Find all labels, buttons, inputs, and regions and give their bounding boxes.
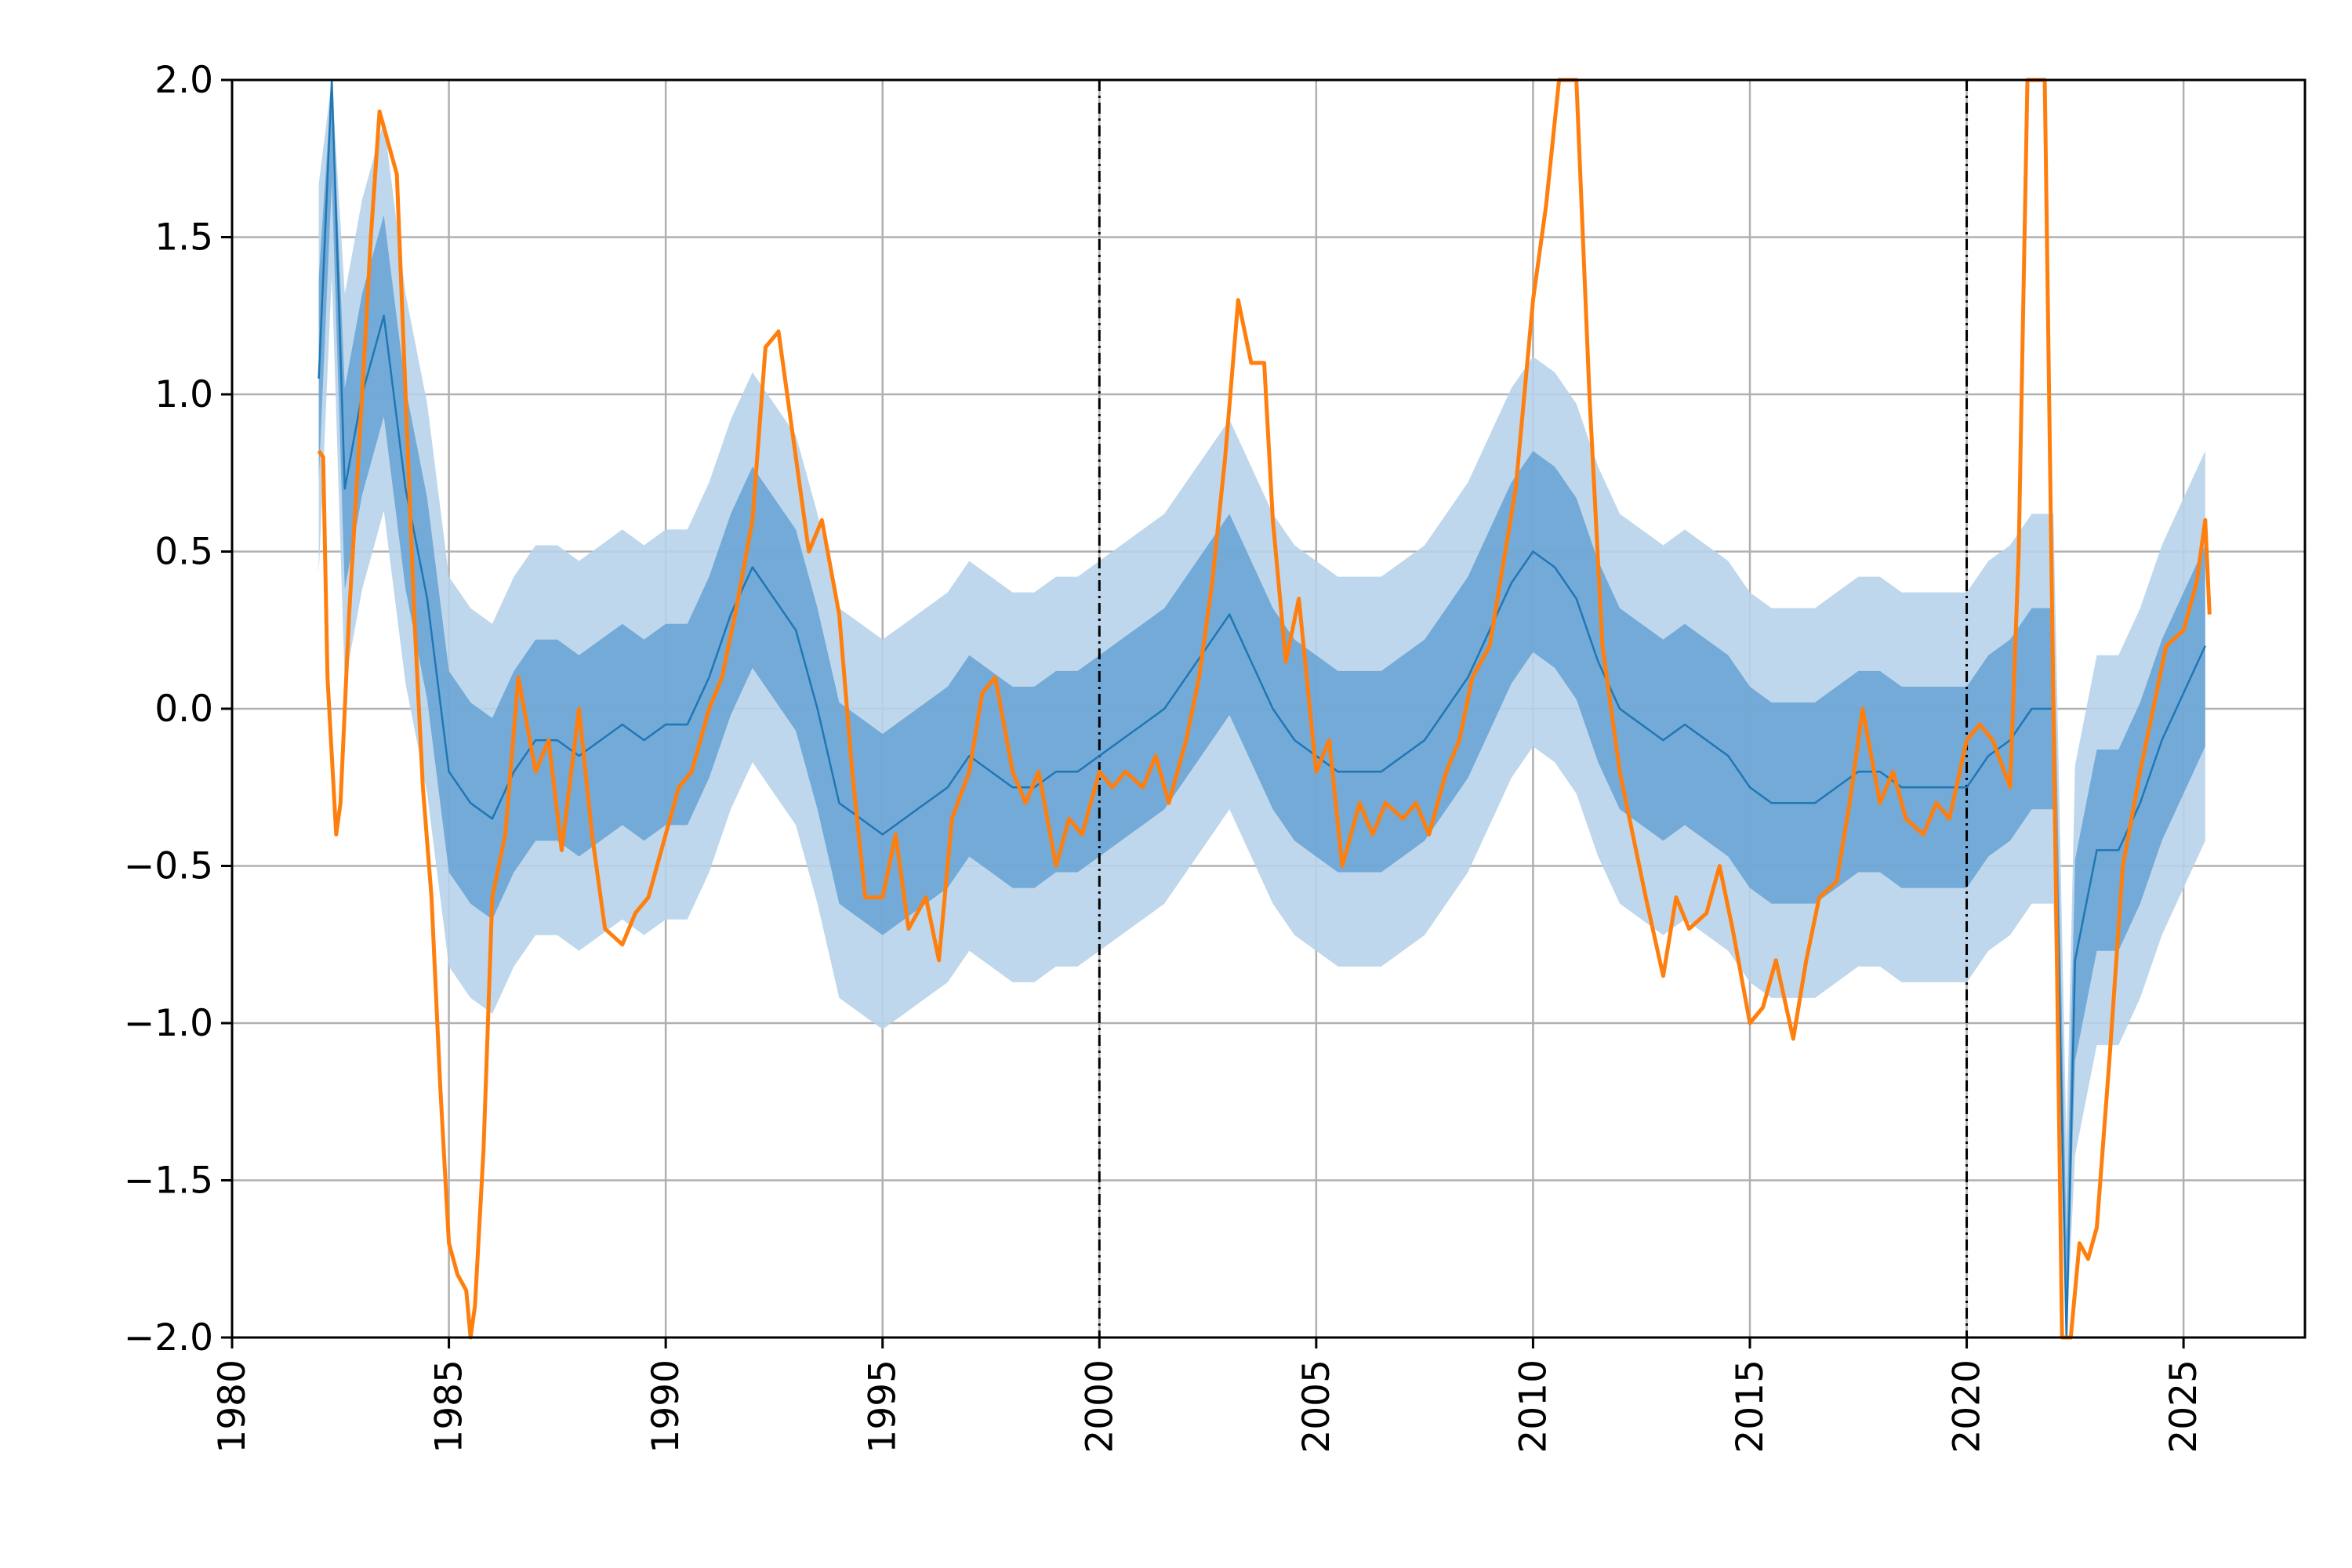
x-tick-label-1995: 1995 xyxy=(862,1359,905,1454)
x-tick-label-2010: 2010 xyxy=(1512,1359,1555,1454)
reference-lines xyxy=(1098,80,1969,1338)
x-tick-label-1980: 1980 xyxy=(211,1359,254,1454)
y-tick-label-2: −1.0 xyxy=(124,1002,213,1045)
y-tick-label-5: 0.5 xyxy=(154,531,213,574)
series-line-actual xyxy=(317,78,2212,1340)
x-tick-label-2020: 2020 xyxy=(1946,1359,1989,1454)
tick-labels: 1980 1985 1990 1995 2000 2005 2010 2015 2020 2025… xyxy=(124,59,2205,1454)
y-tick-label-3: −0.5 xyxy=(124,845,213,888)
y-tick-label-6: 1.0 xyxy=(154,373,213,416)
y-tick-label-4: 0.0 xyxy=(154,688,213,731)
series-line-median xyxy=(318,78,2206,1339)
x-tick-label-2000: 2000 xyxy=(1078,1359,1121,1454)
series-lines xyxy=(317,78,2212,1340)
x-tick-label-1985: 1985 xyxy=(428,1359,471,1454)
y-tick-label-0: −2.0 xyxy=(124,1316,213,1359)
confidence-bands xyxy=(318,80,2205,1338)
x-tick-label-2015: 2015 xyxy=(1729,1359,1772,1454)
y-tick-label-7: 1.5 xyxy=(154,216,213,260)
band-inner xyxy=(318,80,2205,1338)
axis-ticks xyxy=(221,78,2185,1348)
y-tick-label-1: −1.5 xyxy=(124,1160,213,1203)
x-tick-label-2025: 2025 xyxy=(2162,1359,2205,1454)
y-tick-label-8: 2.0 xyxy=(154,59,213,102)
x-tick-label-2005: 2005 xyxy=(1295,1359,1338,1454)
x-tick-label-1990: 1990 xyxy=(644,1359,688,1454)
